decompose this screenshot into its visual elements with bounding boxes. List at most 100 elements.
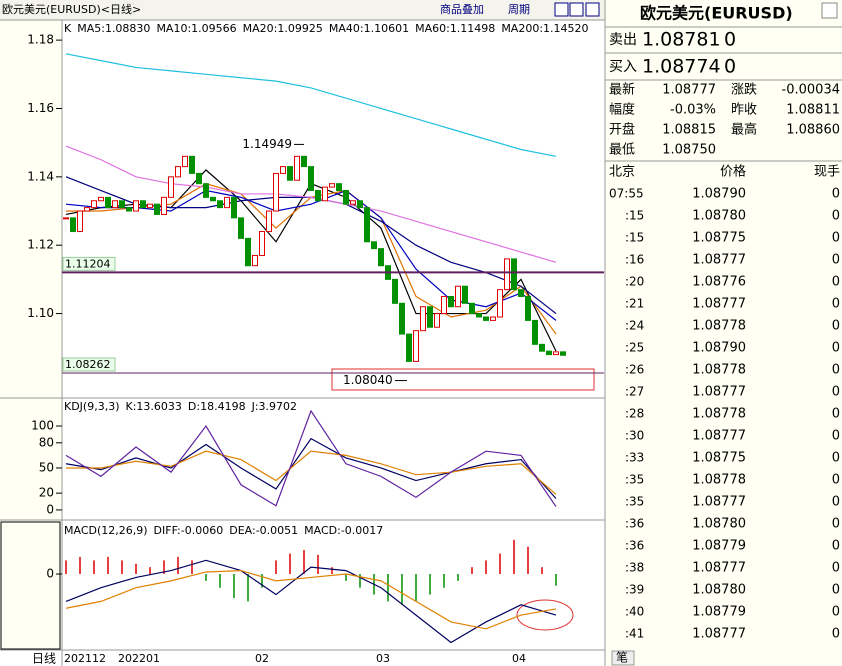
y-tick-label: 50 bbox=[39, 460, 54, 474]
tick-qty: 0 bbox=[832, 253, 840, 268]
tick-qty: 0 bbox=[832, 473, 840, 488]
candle bbox=[196, 172, 202, 185]
candle bbox=[546, 350, 552, 356]
candle bbox=[231, 196, 237, 219]
stat-value: 1.08811 bbox=[786, 103, 840, 118]
stat-value: 1.08815 bbox=[662, 123, 716, 138]
candle bbox=[238, 217, 244, 239]
y-tick-label: 1.12 bbox=[27, 238, 54, 252]
tick-time: :30 bbox=[625, 429, 644, 443]
button-quote-close[interactable] bbox=[821, 2, 838, 19]
candle bbox=[336, 183, 342, 192]
candle bbox=[392, 278, 398, 304]
tick-header: 北京 bbox=[609, 165, 635, 180]
level-label: 1.11204 bbox=[65, 257, 111, 270]
tick-price: 1.08777 bbox=[692, 627, 746, 642]
tick-qty: 0 bbox=[832, 209, 840, 224]
tab-label[interactable]: 笔 bbox=[616, 650, 628, 665]
y-tick-label: 0 bbox=[46, 567, 54, 581]
indicator-label: D:18.4198 bbox=[188, 400, 246, 413]
button-left[interactable] bbox=[554, 2, 569, 17]
candle bbox=[539, 343, 545, 352]
tick-price: 1.08777 bbox=[692, 385, 746, 400]
tick-price: 1.08775 bbox=[692, 231, 746, 246]
tick-price: 1.08778 bbox=[692, 407, 746, 422]
indicator-line bbox=[65, 53, 557, 157]
top-bar bbox=[0, 0, 605, 20]
quote-qty: 0 bbox=[724, 56, 736, 78]
level-label-bg bbox=[62, 357, 116, 372]
date-label: 202112 bbox=[64, 652, 106, 665]
tick-qty: 0 bbox=[832, 407, 840, 422]
indicator-label: DEA:-0.0051 bbox=[229, 524, 298, 537]
candle bbox=[476, 313, 482, 318]
candle bbox=[294, 155, 300, 181]
candle bbox=[189, 155, 195, 174]
tick-time: :41 bbox=[625, 627, 644, 641]
chart-title: 欧元美元(EURUSD)<日线> bbox=[2, 2, 141, 16]
candle bbox=[273, 172, 279, 212]
stat-value: 1.08777 bbox=[662, 83, 716, 98]
tick-qty: 0 bbox=[832, 451, 840, 466]
candle bbox=[511, 258, 517, 291]
candle bbox=[497, 289, 503, 318]
candle bbox=[245, 237, 251, 267]
candle bbox=[98, 196, 104, 202]
indicator-label: MA40:1.10601 bbox=[329, 22, 409, 35]
candle bbox=[455, 285, 461, 308]
candle bbox=[329, 183, 335, 188]
quote-price: 1.08781 bbox=[642, 29, 721, 51]
menu-period[interactable]: 周期 bbox=[508, 3, 530, 16]
macd-side-box bbox=[0, 521, 61, 650]
y-tick-label: 80 bbox=[39, 435, 54, 449]
tab-bg bbox=[611, 650, 635, 666]
low-annotation: 1.08040 bbox=[343, 373, 393, 387]
candle bbox=[210, 196, 216, 202]
candle bbox=[140, 200, 146, 209]
axis-margin bbox=[0, 20, 62, 650]
tick-time: :40 bbox=[625, 605, 644, 619]
candle bbox=[203, 183, 209, 198]
date-label: 04 bbox=[512, 652, 526, 665]
tick-price: 1.08778 bbox=[692, 473, 746, 488]
tick-qty: 0 bbox=[832, 363, 840, 378]
candle bbox=[462, 285, 468, 304]
quote-label: 卖出 bbox=[609, 32, 637, 48]
candle bbox=[84, 207, 90, 212]
quote-title: 欧元美元(EURUSD) bbox=[640, 4, 793, 23]
stat-value: 1.08750 bbox=[662, 143, 716, 158]
button-close[interactable] bbox=[585, 2, 600, 17]
indicator-label: J:3.9702 bbox=[251, 400, 297, 413]
tick-time: :24 bbox=[625, 319, 644, 333]
date-label: 02 bbox=[255, 652, 269, 665]
quote-price: 1.08774 bbox=[642, 56, 721, 78]
tick-qty: 0 bbox=[832, 275, 840, 290]
candle bbox=[161, 196, 167, 215]
candle bbox=[217, 200, 223, 209]
stat-label: 昨收 bbox=[731, 103, 757, 118]
y-tick-label: 1.16 bbox=[27, 101, 54, 115]
tick-time: :21 bbox=[625, 297, 644, 311]
tick-header: 价格 bbox=[720, 164, 746, 180]
date-label: 202201 bbox=[118, 652, 160, 665]
tick-time: :20 bbox=[625, 275, 644, 289]
button-right[interactable] bbox=[569, 2, 584, 17]
candle bbox=[252, 254, 258, 267]
candle bbox=[154, 203, 160, 215]
tick-price: 1.08780 bbox=[692, 517, 746, 532]
tick-qty: 0 bbox=[832, 627, 840, 642]
candle bbox=[420, 306, 426, 332]
menu-overlay[interactable]: 商品叠加 bbox=[440, 2, 484, 16]
tick-qty: 0 bbox=[832, 341, 840, 356]
candle bbox=[427, 306, 433, 328]
x-axis-label: 日线 bbox=[32, 652, 56, 666]
indicator-label: KDJ(9,3,3) bbox=[64, 400, 120, 413]
indicator-label: DIFF:-0.0060 bbox=[154, 524, 224, 537]
candle bbox=[343, 190, 349, 205]
tick-price: 1.08790 bbox=[692, 341, 746, 356]
indicator-label: MACD(12,26,9) bbox=[64, 524, 148, 537]
indicator-line bbox=[66, 450, 557, 495]
tick-qty: 0 bbox=[832, 297, 840, 312]
candle bbox=[182, 155, 188, 168]
candle bbox=[91, 200, 97, 209]
